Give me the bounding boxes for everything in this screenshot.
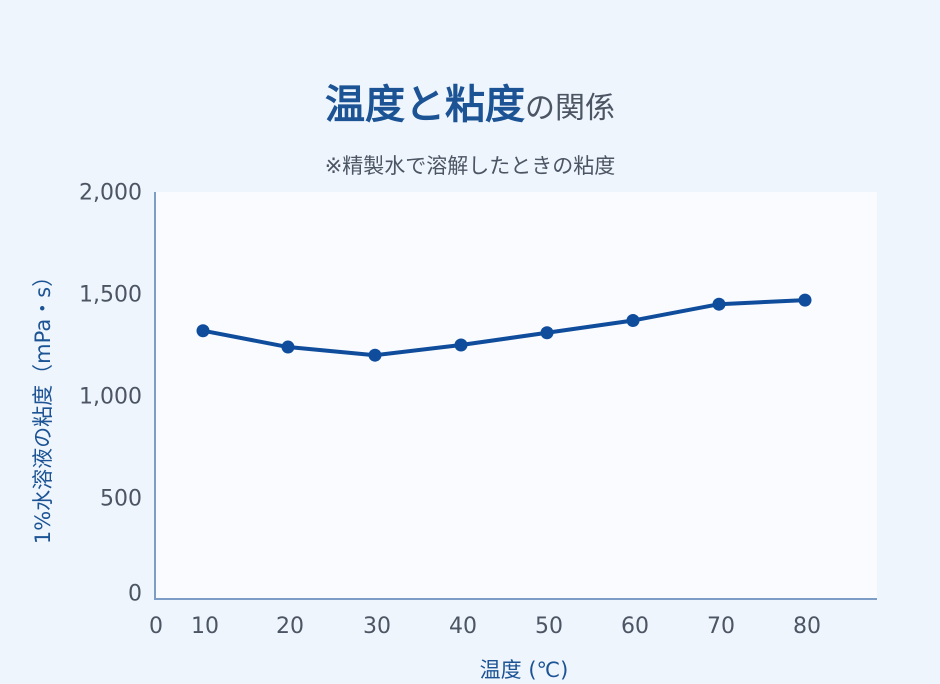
x-axis-label: 温度 (℃): [479, 658, 569, 682]
data-point-marker: [712, 297, 726, 311]
x-tick-label: 50: [535, 614, 563, 639]
chart-subtitle: ※精製水で溶解したときの粘度: [324, 154, 616, 178]
x-tick-label: 30: [363, 614, 391, 639]
data-point-marker: [454, 338, 468, 352]
x-tick-label: 20: [276, 614, 304, 639]
series-markers: [196, 293, 812, 362]
y-tick-label: 500: [100, 486, 142, 512]
x-tick-label: 40: [449, 614, 477, 639]
x-tick-label: 0: [149, 614, 163, 639]
series-line: [202, 298, 806, 358]
x-tick-label: 60: [621, 614, 649, 639]
x-tick-label: 80: [793, 614, 821, 639]
data-point-marker: [798, 293, 812, 307]
data-point-marker: [540, 326, 554, 340]
data-point-marker: [281, 340, 295, 354]
y-tick-label: 0: [128, 581, 142, 607]
x-tick-label: 70: [707, 614, 735, 639]
y-tick-label: 2,000: [79, 180, 142, 206]
data-point-marker: [626, 314, 640, 328]
x-tick-label: 10: [191, 614, 219, 639]
plot-area: [154, 192, 877, 600]
y-tick-label: 1,000: [79, 384, 142, 410]
data-point-marker: [196, 324, 210, 338]
y-tick-label: 1,500: [79, 282, 142, 308]
chart-title: 温度と粘度の関係: [0, 72, 940, 130]
chart-title-light: の関係: [525, 91, 615, 126]
data-point-marker: [368, 348, 382, 362]
chart-title-strong: 温度と粘度: [325, 82, 525, 128]
